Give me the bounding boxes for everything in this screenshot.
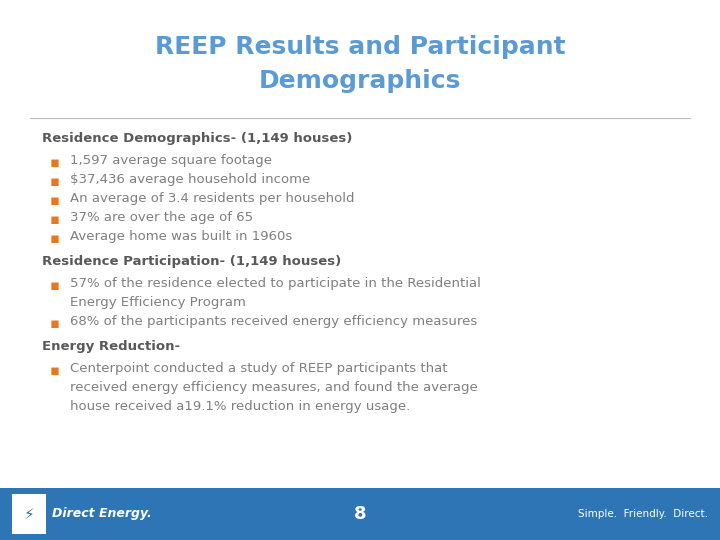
Text: house received a19.1% reduction in energy usage.: house received a19.1% reduction in energ…	[70, 400, 410, 413]
Text: Centerpoint conducted a study of REEP participants that: Centerpoint conducted a study of REEP pa…	[70, 362, 448, 375]
Text: ⚡: ⚡	[24, 507, 35, 522]
Text: received energy efficiency measures, and found the average: received energy efficiency measures, and…	[70, 381, 478, 394]
Text: Residence Participation- (1,149 houses): Residence Participation- (1,149 houses)	[42, 255, 341, 268]
Text: Residence Demographics- (1,149 houses): Residence Demographics- (1,149 houses)	[42, 132, 352, 145]
Text: Energy Reduction-: Energy Reduction-	[42, 340, 180, 353]
Text: ▪: ▪	[50, 193, 60, 208]
Text: ▪: ▪	[50, 316, 60, 331]
Bar	[12, 494, 46, 534]
Text: ▪: ▪	[50, 278, 60, 293]
Text: 37% are over the age of 65: 37% are over the age of 65	[70, 211, 253, 224]
Text: Direct Energy.: Direct Energy.	[52, 508, 152, 521]
Text: 1,597 average square footage: 1,597 average square footage	[70, 154, 272, 167]
Text: 8: 8	[354, 505, 366, 523]
Text: Demographics: Demographics	[258, 69, 462, 93]
Text: ▪: ▪	[50, 363, 60, 378]
Text: Average home was built in 1960s: Average home was built in 1960s	[70, 230, 292, 243]
Text: ▪: ▪	[50, 155, 60, 170]
Text: Simple.  Friendly.  Direct.: Simple. Friendly. Direct.	[578, 509, 708, 519]
Text: Energy Efficiency Program: Energy Efficiency Program	[70, 296, 246, 309]
Text: $37,436 average household income: $37,436 average household income	[70, 173, 310, 186]
Text: 57% of the residence elected to participate in the Residential: 57% of the residence elected to particip…	[70, 277, 481, 290]
Text: 68% of the participants received energy efficiency measures: 68% of the participants received energy …	[70, 315, 477, 328]
Text: ▪: ▪	[50, 174, 60, 189]
Text: ▪: ▪	[50, 231, 60, 246]
Text: An average of 3.4 residents per household: An average of 3.4 residents per househol…	[70, 192, 354, 205]
Text: ▪: ▪	[50, 212, 60, 227]
Text: REEP Results and Participant: REEP Results and Participant	[155, 35, 565, 59]
Bar	[0, 488, 720, 540]
